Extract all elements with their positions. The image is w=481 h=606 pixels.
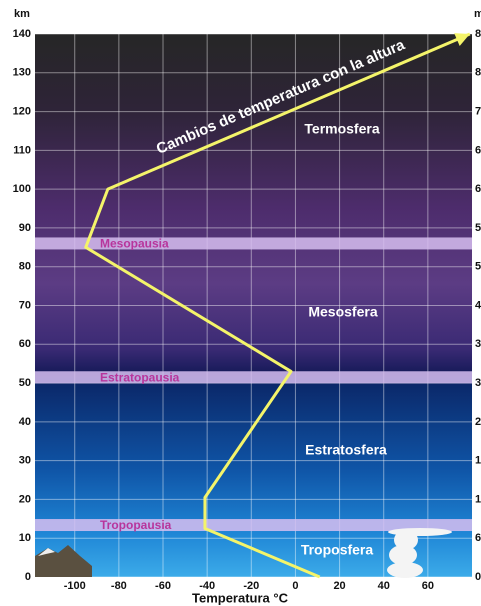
y2-tick-label: 1 [475, 455, 481, 467]
y-tick-label: 80 [19, 261, 31, 273]
y-tick-label: 60 [19, 338, 31, 350]
y2-tick-label: 6 [475, 532, 481, 544]
y-tick-label: 50 [19, 377, 31, 389]
y2-tick-label: 5 [475, 261, 481, 273]
boundary-label: Mesopausia [100, 237, 169, 251]
y2-tick-label: 6 [475, 144, 481, 156]
y-tick-label: 110 [13, 144, 31, 156]
y2-tick-label: 0 [475, 571, 481, 583]
plot-background [35, 34, 472, 577]
layer-label: Mesosfera [308, 304, 377, 320]
y-tick-label: 40 [19, 416, 31, 428]
y-tick-label: 10 [19, 532, 31, 544]
boundaries [35, 237, 472, 532]
y2-tick-label: 2 [475, 416, 481, 428]
x-tick-label: 60 [422, 580, 434, 592]
boundary-label: Estratopausia [100, 370, 180, 384]
y2-tick-label: 3 [475, 338, 481, 350]
y-tick-label: 130 [13, 67, 31, 79]
y-tick-label: 90 [19, 222, 31, 234]
y2-tick-label: 4 [475, 299, 481, 311]
x-tick-label: -100 [64, 580, 86, 592]
y-tick-label: 100 [13, 183, 31, 195]
boundary-band [35, 237, 472, 250]
y-tick-label: 20 [19, 493, 31, 505]
y-tick-label: 140 [13, 28, 31, 40]
mountain-snow [38, 548, 55, 556]
layer-label: Troposfera [301, 542, 374, 558]
y2-tick-label: 8 [475, 67, 481, 79]
boundary-band [35, 371, 472, 384]
x-tick-label: -60 [155, 580, 171, 592]
y2-tick-label: 6 [475, 183, 481, 195]
x-axis-label: Temperatura °C [192, 590, 289, 605]
temperature-line [84, 32, 471, 579]
y2-tick-label: 3 [475, 377, 481, 389]
y2-tick-label: 7 [475, 105, 481, 117]
y2-tick-label: 1 [475, 493, 481, 505]
y-tick-label: 70 [19, 299, 31, 311]
x-tick-label: 0 [292, 580, 298, 592]
x-tick-label: 40 [378, 580, 390, 592]
layer-label: Estratosfera [305, 442, 387, 458]
x-tick-label: -80 [111, 580, 127, 592]
grid [35, 33, 472, 578]
y2-tick-label: 5 [475, 222, 481, 234]
y-tick-label: 30 [19, 455, 31, 467]
y2-tick-label: 8 [475, 28, 481, 40]
x-tick-label: -40 [199, 580, 215, 592]
boundary-band [35, 519, 472, 532]
boundary-label: Tropopausia [100, 518, 172, 532]
cloud [387, 528, 452, 578]
y-tick-label: 0 [25, 571, 31, 583]
y2-axis-label: m [474, 8, 481, 20]
x-tick-label: 20 [333, 580, 345, 592]
x-tick-label: -20 [243, 580, 259, 592]
y-axis-label: km [14, 8, 30, 20]
y-tick-label: 120 [13, 105, 31, 117]
arrow-head [454, 33, 470, 46]
layer-label: Termosfera [304, 121, 379, 137]
